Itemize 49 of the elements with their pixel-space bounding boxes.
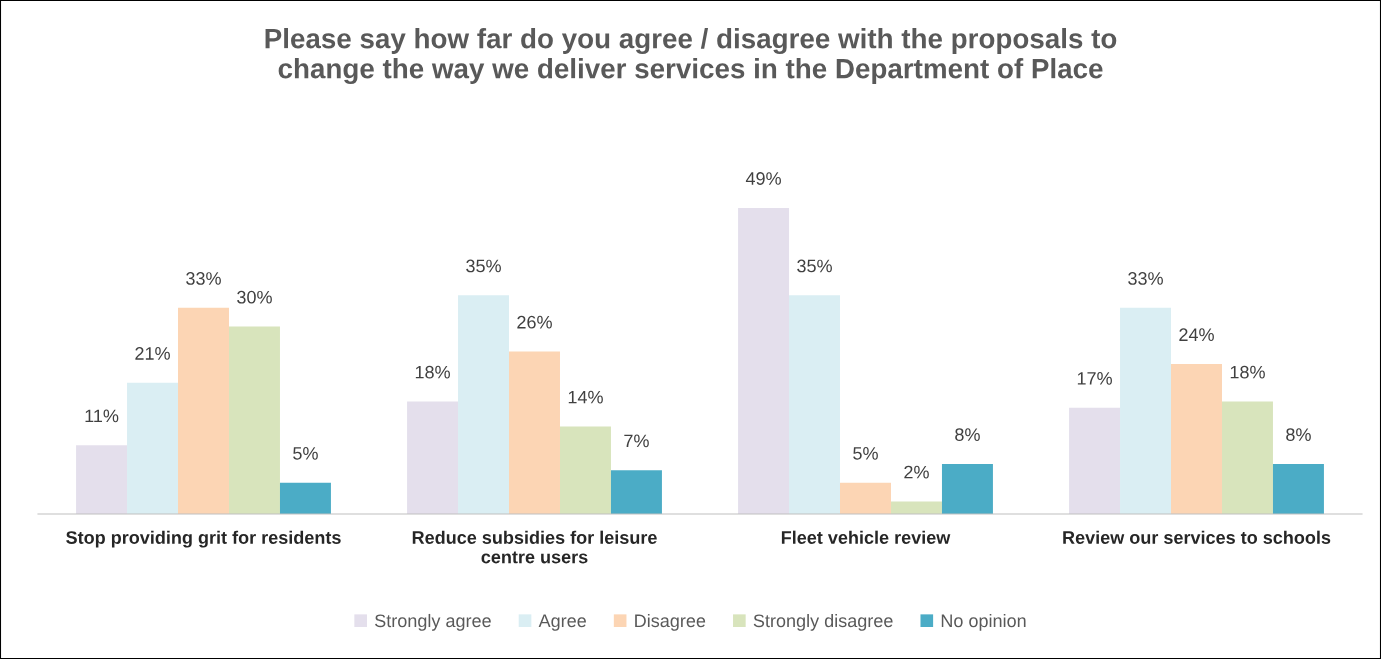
x-tick-label: Fleet vehicle review: [781, 530, 951, 544]
legend-label: No opinion: [941, 613, 1026, 631]
bar: [279, 482, 331, 514]
data-label: 8%: [1286, 428, 1311, 442]
bar: [127, 382, 179, 514]
data-label: 8%: [955, 428, 980, 442]
x-tick-label: Stop providing grit for residents: [66, 530, 341, 548]
data-label: 49%: [745, 172, 781, 185]
data-label: 35%: [797, 259, 832, 273]
x-tick-label: Review our services to schools: [1063, 530, 1331, 544]
data-label: 7%: [624, 434, 649, 448]
data-label: 30%: [237, 290, 272, 304]
data-label: 18%: [415, 365, 450, 379]
data-label: 17%: [1077, 372, 1112, 385]
data-label: 33%: [1128, 272, 1163, 285]
data-label: 33%: [186, 272, 221, 285]
data-label: 5%: [853, 447, 878, 460]
legend-label: Disagree: [635, 613, 706, 631]
bar: [941, 464, 993, 514]
bar: [738, 207, 790, 514]
bar: [178, 307, 229, 514]
bar: [76, 445, 128, 514]
bar: [840, 482, 891, 514]
chart-title: Please say how far do you agree / disagree with the proposals to change the way we deliver services in the Department of Place: [265, 28, 1117, 85]
bar: [1171, 364, 1222, 514]
data-label: 24%: [1179, 328, 1214, 341]
bar: [1069, 407, 1121, 514]
bar: [789, 295, 841, 514]
bar: [509, 351, 560, 514]
bar: [610, 470, 662, 514]
data-label: 11%: [85, 409, 119, 423]
data-label: 14%: [568, 390, 603, 404]
x-tick-label: Reduce subsidies for leisure centre users: [412, 530, 657, 564]
bar: [559, 426, 611, 514]
data-label: 21%: [135, 347, 170, 360]
legend-label: Strongly disagree: [753, 613, 893, 631]
bar: [1120, 307, 1172, 514]
data-label: 5%: [293, 447, 318, 460]
data-label: 2%: [904, 465, 929, 479]
bar: [458, 295, 510, 514]
legend-label: Strongly agree: [375, 613, 491, 631]
bar: [407, 401, 459, 514]
bar: [1272, 464, 1324, 514]
legend-label: Agree: [538, 614, 586, 631]
data-label: 18%: [1230, 365, 1265, 379]
bar: [1221, 401, 1273, 514]
data-label: 35%: [466, 259, 501, 273]
bar: [228, 326, 280, 514]
data-label: 26%: [517, 315, 552, 329]
